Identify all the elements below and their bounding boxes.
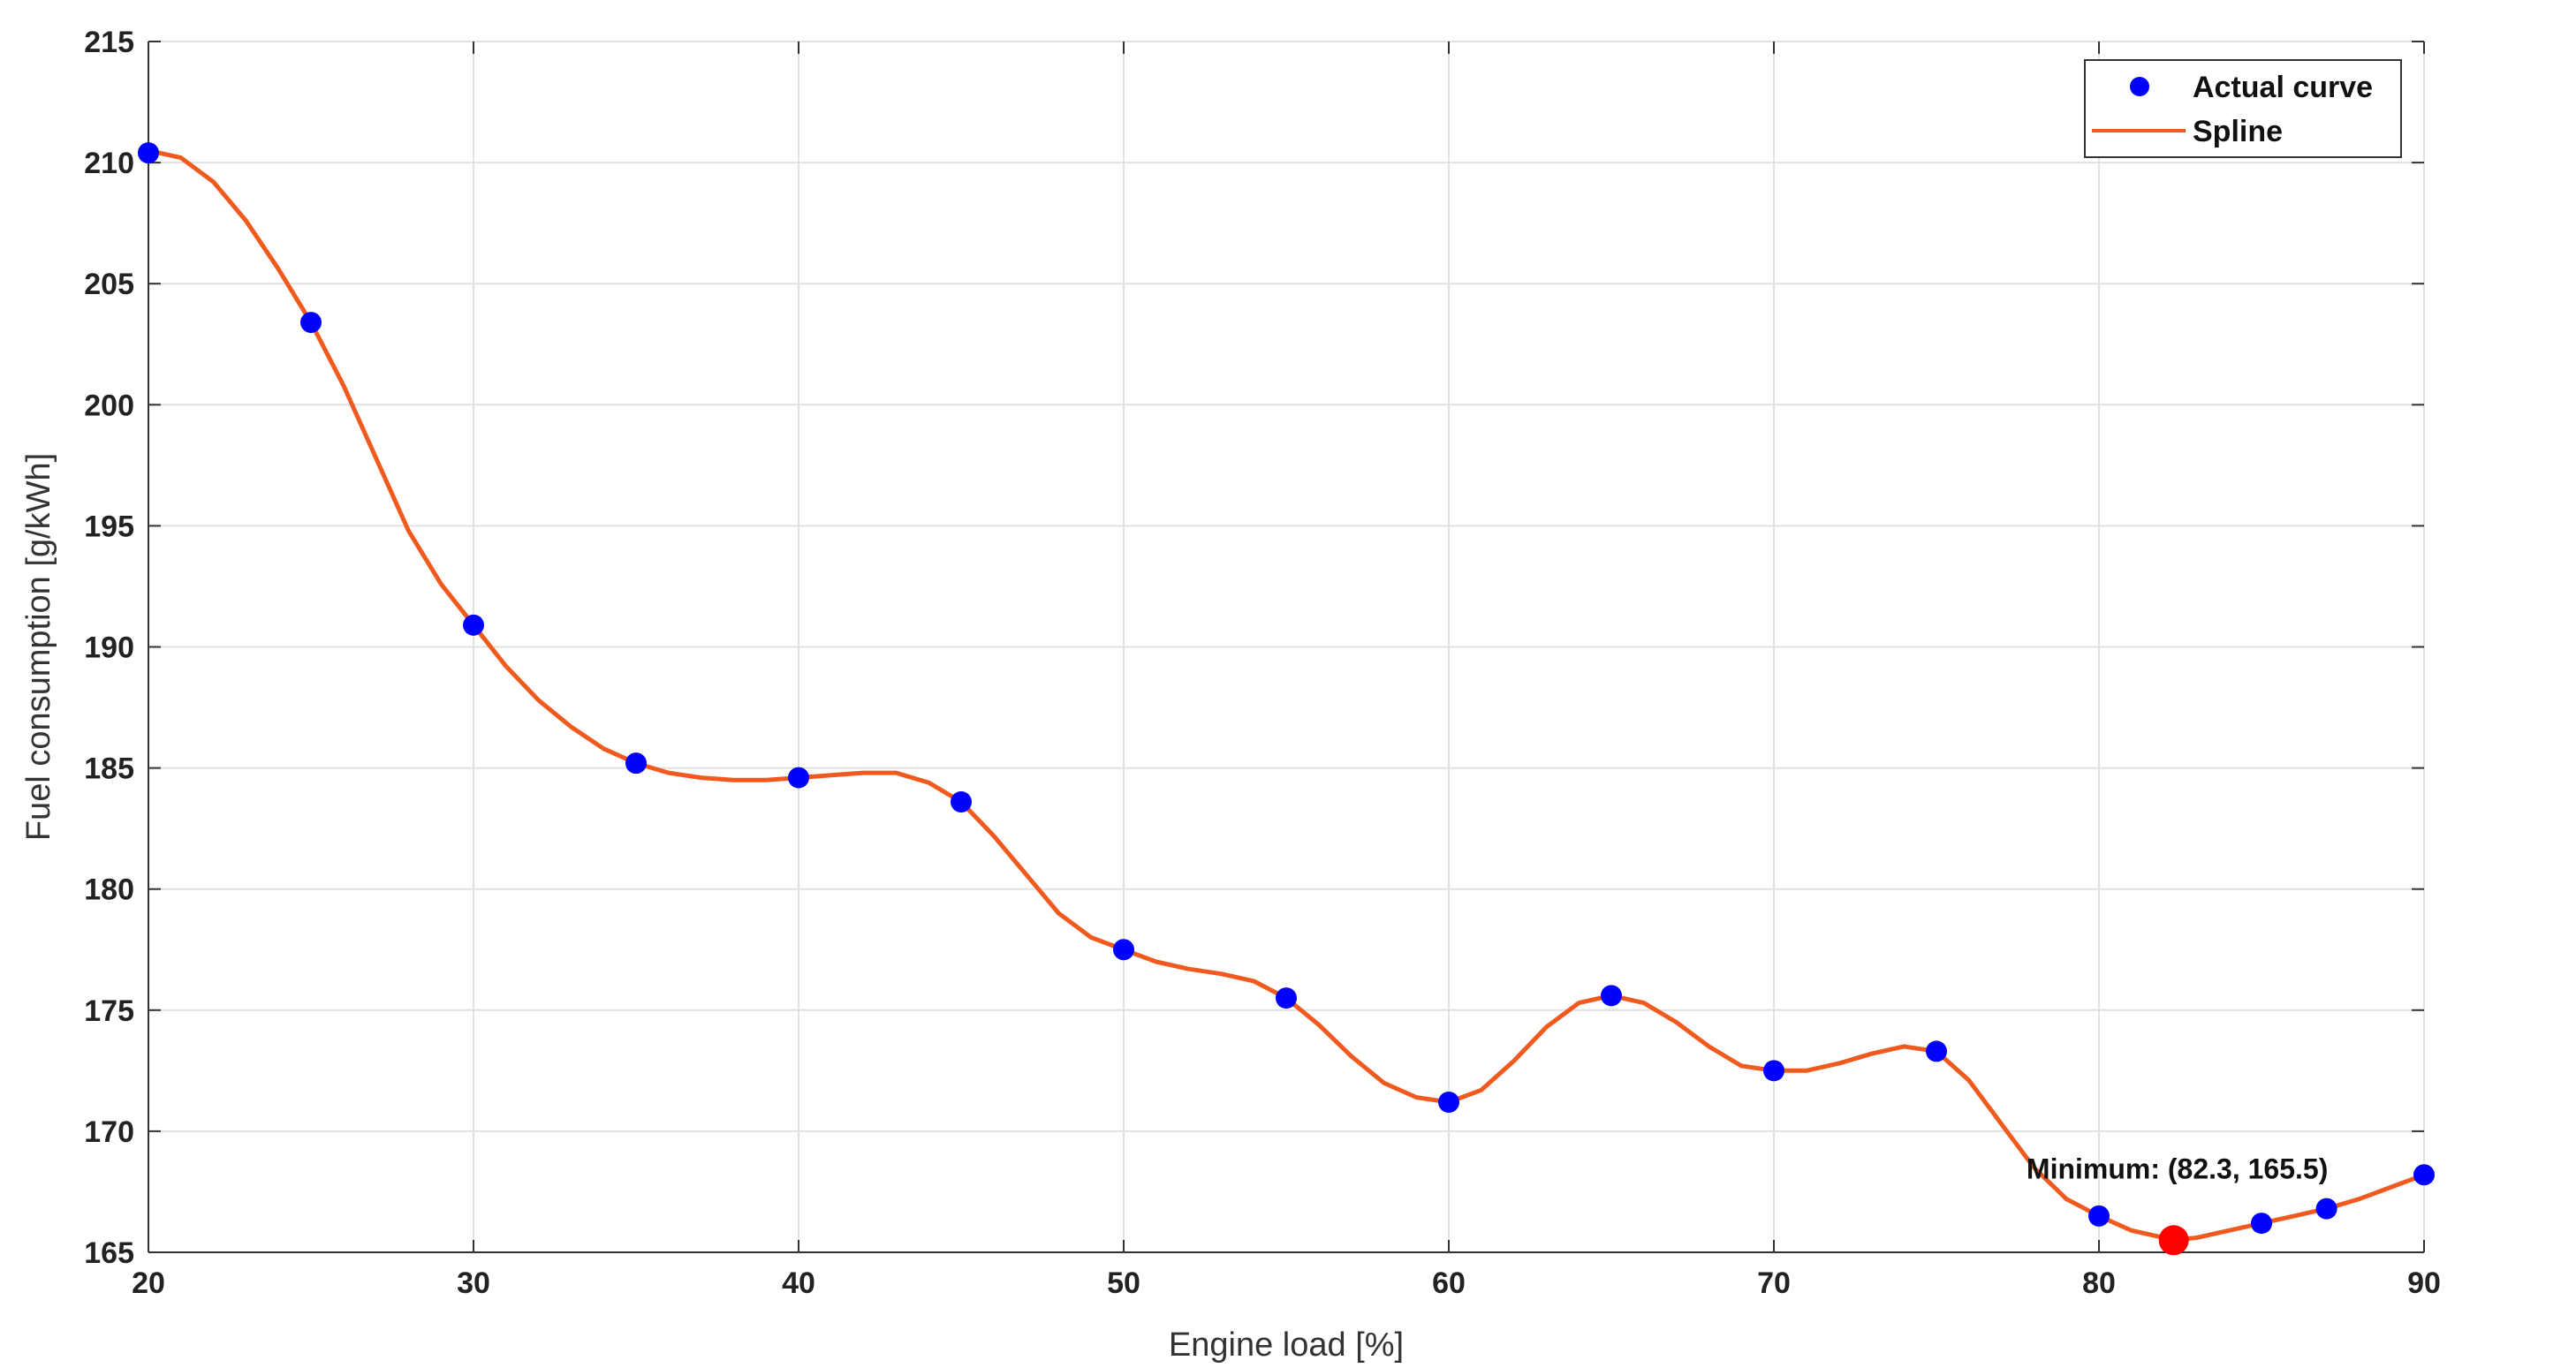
ticks: 20 30 40 50 60 70 80 90 165 170 175 180 185 190 195 200… [84,26,2441,1300]
actual-curve-point [788,767,809,789]
actual-curve-point [951,790,972,812]
actual-curve-point [138,142,159,164]
minimum-marker [2158,1225,2189,1256]
x-tick-label: 90 [2407,1266,2441,1300]
actual-curve-point [2251,1213,2272,1235]
y-axis-label: Fuel consumption [g/kWh] [20,453,57,841]
x-tick-label: 20 [132,1266,165,1300]
y-tick-label: 185 [84,752,134,786]
x-tick-label: 50 [1107,1266,1140,1300]
actual-curve-point [1276,987,1297,1009]
actual-curve-point [300,312,322,334]
actual-curve-point [2088,1205,2110,1227]
x-axis-label: Engine load [%] [1169,1326,1404,1364]
legend: Actual curve Spline [2084,59,2402,158]
minimum-marker-group [2158,1225,2189,1256]
y-tick-label: 200 [84,389,134,422]
actual-curve-series [138,142,2435,1235]
y-tick-label: 205 [84,268,134,301]
x-tick-label: 70 [1757,1266,1791,1300]
actual-curve-point [1438,1091,1459,1113]
x-tick-label: 60 [1432,1266,1466,1300]
spline-series [146,147,2427,1243]
actual-curve-point [1113,939,1134,961]
y-tick-label: 175 [84,994,134,1028]
spline-line [146,147,2427,1243]
y-tick-label: 170 [84,1115,134,1149]
actual-curve-point [1926,1040,1947,1062]
x-tick-label: 80 [2082,1266,2116,1300]
actual-curve-point [625,752,647,775]
y-tick-label: 195 [84,510,134,543]
legend-label-spline: Spline [2193,115,2283,148]
x-tick-label: 30 [457,1266,490,1300]
y-tick-label: 215 [84,26,134,59]
x-tick-label: 40 [782,1266,815,1300]
legend-box [2084,59,2402,158]
y-tick-label: 180 [84,873,134,907]
actual-curve-point [2315,1198,2337,1220]
legend-marker-actual-curve [2130,77,2149,96]
actual-curve-point [1601,985,1622,1007]
actual-curve-point [1763,1060,1784,1082]
y-tick-label: 165 [84,1236,134,1270]
actual-curve-point [463,614,484,636]
actual-curve-point [2413,1164,2435,1186]
y-tick-label: 190 [84,631,134,665]
legend-label-actual-curve: Actual curve [2193,71,2373,104]
y-tick-label: 210 [84,147,134,180]
minimum-annotation: Minimum: (82.3, 165.5) [2027,1153,2328,1184]
